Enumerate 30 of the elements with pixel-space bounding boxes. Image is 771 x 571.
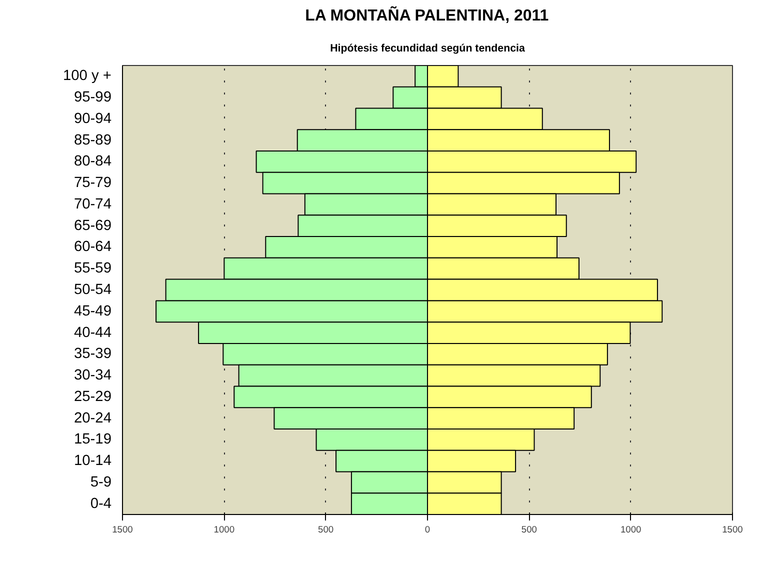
y-tick-label: 90-94 [74,110,112,127]
y-tick-label: 80-84 [74,154,112,170]
y-tick-label: 35-39 [74,346,112,362]
y-tick-label: 5-9 [90,474,112,490]
x-tick-label: 1500 [722,524,743,534]
x-tick-label: 1500 [112,524,133,534]
y-tick-label: 45-49 [74,303,112,320]
y-tick-label: 30-34 [74,368,112,384]
y-tick-label: 10-14 [74,453,112,470]
y-tick-label: 20-24 [74,410,112,426]
y-tick-label: 0-4 [90,496,112,512]
y-tick-label: 85-89 [74,132,112,148]
x-tick-label: 500 [318,524,334,534]
x-tick-label: 1000 [214,524,235,534]
y-tick-label: 25-29 [74,388,112,405]
chart-subtitle: Hipótesis fecundidad según tendencia [330,42,525,54]
y-tick-label: 95-99 [74,90,112,106]
y-tick-label: 55-59 [74,260,112,277]
x-tick-label: 0 [424,524,430,534]
y-tick-label: 50-54 [74,282,112,298]
y-tick-label: 65-69 [74,218,112,234]
y-tick-label: 70-74 [74,196,112,212]
y-tick-label: 15-19 [74,432,112,448]
chart-title: LA MONTAÑA PALENTINA, 2011 [305,6,549,24]
y-tick-label: 40-44 [74,324,112,341]
x-tick-label: 500 [521,524,537,534]
y-tick-label: 75-79 [74,175,112,192]
x-tick-label: 1000 [620,524,642,534]
y-tick-label: 60-64 [74,239,112,256]
y-tick-label: 100 y + [63,68,112,84]
